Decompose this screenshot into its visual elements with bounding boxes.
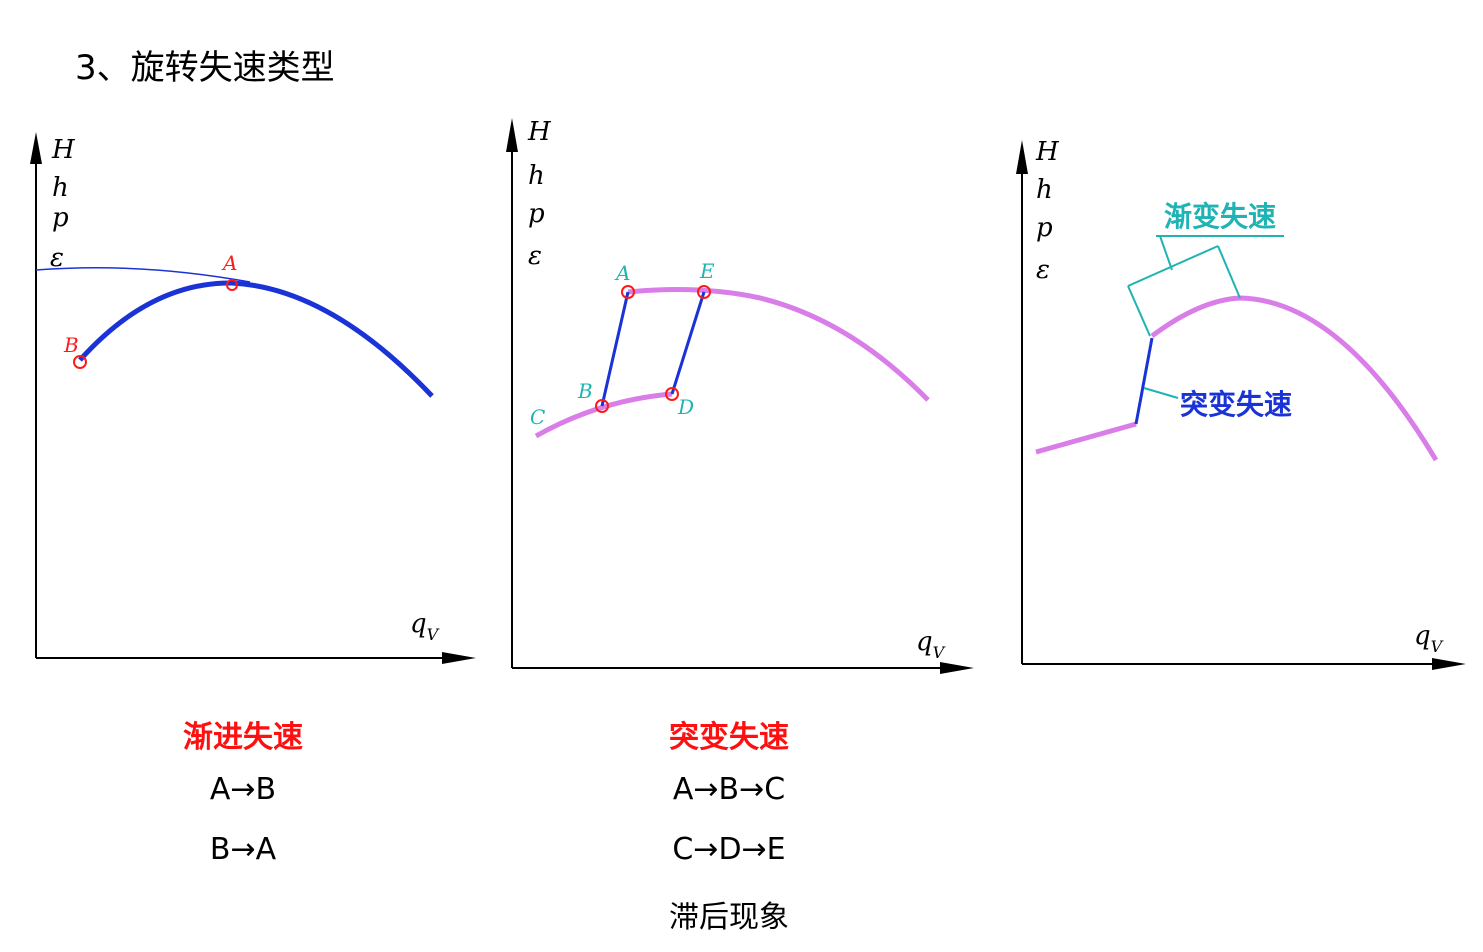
label-A-1: A bbox=[221, 251, 237, 275]
x-label-3: qV bbox=[1414, 621, 1444, 656]
label-C-2: C bbox=[530, 405, 545, 429]
y-label-h-3: h bbox=[1036, 175, 1053, 205]
y-label-p-1: p bbox=[52, 203, 69, 233]
caption-line-2a: A→B→C bbox=[672, 772, 786, 807]
point-B-1 bbox=[73, 355, 87, 369]
label-A-2: A bbox=[614, 261, 630, 285]
caption-title-1: 渐进失速 bbox=[183, 720, 303, 755]
caption-line-1b: B→A bbox=[209, 832, 277, 867]
lower-curve-2 bbox=[534, 391, 673, 439]
callout-bracket-left bbox=[1127, 285, 1151, 337]
y-label-p-3: p bbox=[1036, 213, 1053, 243]
caption-line-2c: 滞后现象 bbox=[669, 900, 789, 935]
point-D-2 bbox=[665, 387, 679, 401]
sudden-pointer bbox=[1143, 387, 1179, 399]
y-label-h-1: h bbox=[52, 173, 69, 203]
point-E-2 bbox=[697, 285, 711, 299]
caption-title-2: 突变失速 bbox=[669, 720, 789, 755]
line-E-D bbox=[670, 291, 706, 395]
caption-line-1a: A→B bbox=[209, 772, 277, 807]
panel-2: H h p ε qV A E B D C bbox=[506, 117, 974, 674]
label-B-2: B bbox=[577, 379, 593, 403]
point-A-1 bbox=[226, 279, 238, 291]
x-label-1: qV bbox=[410, 609, 440, 644]
low-curve-3 bbox=[1035, 421, 1137, 455]
label-gradual-stall: 渐变失速 bbox=[1164, 200, 1276, 233]
x-arrow-3 bbox=[1432, 658, 1466, 670]
y-label-eps-3: ε bbox=[1036, 255, 1050, 285]
label-D-2: D bbox=[677, 395, 694, 419]
x-arrow-1 bbox=[442, 652, 476, 664]
x-arrow-2 bbox=[940, 662, 974, 674]
line-A-B bbox=[600, 291, 630, 407]
y-label-eps-2: ε bbox=[528, 241, 542, 271]
y-arrow-3 bbox=[1016, 140, 1028, 174]
label-E-2: E bbox=[699, 259, 715, 283]
thick-curve-1 bbox=[78, 280, 434, 398]
label-B-1: B bbox=[63, 333, 79, 357]
point-B-2 bbox=[595, 399, 609, 413]
thin-curve-1 bbox=[35, 266, 251, 283]
jump-line-3 bbox=[1134, 337, 1154, 425]
caption-line-2b: C→D→E bbox=[672, 832, 786, 867]
point-A-2 bbox=[621, 285, 635, 299]
y-arrow-2 bbox=[506, 118, 518, 152]
y-arrow-1 bbox=[30, 132, 42, 164]
callout-bracket-right bbox=[1217, 245, 1241, 299]
panel-3: H h p ε qV 渐变失速 突变失速 bbox=[1016, 137, 1466, 670]
y-label-H-3: H bbox=[1035, 137, 1060, 167]
y-label-H-2: H bbox=[527, 117, 552, 147]
y-label-H-1: H bbox=[51, 135, 76, 165]
page-title: 3、旋转失速类型 bbox=[75, 48, 335, 88]
callout-bracket-top bbox=[1127, 245, 1219, 287]
y-label-h-2: h bbox=[528, 161, 545, 191]
callout-stem bbox=[1159, 235, 1173, 271]
upper-curve-2 bbox=[627, 287, 930, 402]
y-label-p-2: p bbox=[528, 199, 545, 229]
label-sudden-stall: 突变失速 bbox=[1180, 388, 1292, 421]
panel-1: H h p ε qV A B bbox=[30, 132, 476, 664]
main-curve-3 bbox=[1150, 295, 1439, 462]
x-label-2: qV bbox=[916, 627, 946, 662]
y-label-eps-1: ε bbox=[50, 243, 64, 273]
